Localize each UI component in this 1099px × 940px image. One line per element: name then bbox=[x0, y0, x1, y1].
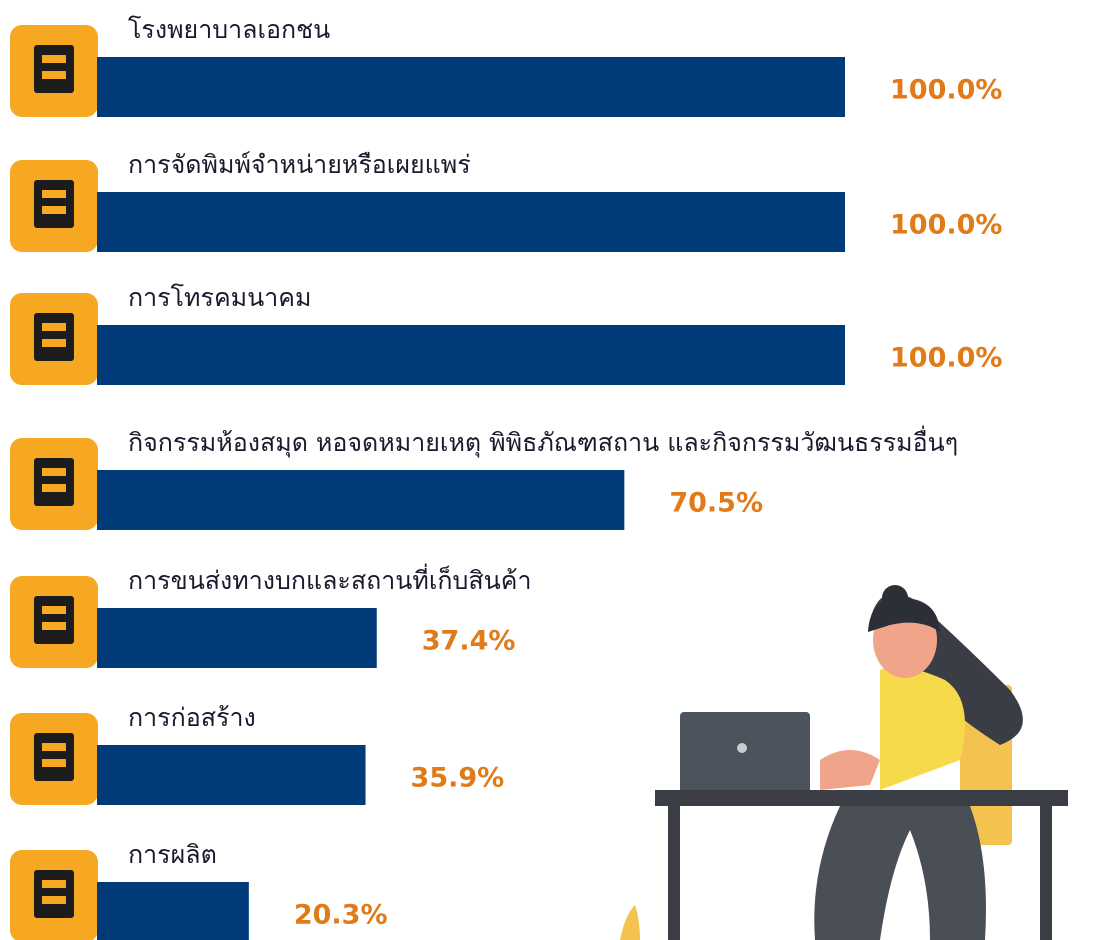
value-label: 100.0% bbox=[890, 75, 1002, 106]
category-label: โรงพยาบาลเอกชน bbox=[128, 15, 330, 44]
category-label: การผลิต bbox=[128, 840, 217, 869]
value-label: 37.4% bbox=[422, 626, 516, 657]
illustration bbox=[620, 585, 1068, 940]
icon bbox=[34, 180, 74, 228]
category-label: กิจกรรมห้องสมุด หอจดหมายเหตุ พิพิธภัณฑสถ… bbox=[128, 425, 958, 458]
bar bbox=[97, 325, 845, 385]
icon-detail bbox=[42, 339, 66, 347]
icon bbox=[34, 870, 74, 918]
bar bbox=[97, 608, 377, 668]
icon-detail bbox=[42, 55, 66, 63]
icon bbox=[34, 458, 74, 506]
icon-detail bbox=[42, 880, 66, 888]
icon bbox=[34, 313, 74, 361]
icon bbox=[34, 45, 74, 93]
icon-detail bbox=[42, 484, 66, 492]
icon-detail bbox=[42, 190, 66, 198]
value-label: 100.0% bbox=[890, 210, 1002, 241]
value-label: 70.5% bbox=[669, 488, 763, 519]
bar bbox=[97, 192, 845, 252]
icon-detail bbox=[42, 622, 66, 630]
value-label: 20.3% bbox=[294, 900, 388, 931]
bar bbox=[97, 470, 625, 530]
icon-detail bbox=[42, 743, 66, 751]
icon-detail bbox=[42, 468, 66, 476]
icon-detail bbox=[42, 759, 66, 767]
bar bbox=[97, 57, 845, 117]
value-label: 35.9% bbox=[411, 763, 505, 794]
bar bbox=[97, 745, 366, 805]
icon-detail bbox=[42, 206, 66, 214]
category-label: การก่อสร้าง bbox=[128, 703, 256, 732]
icon-detail bbox=[42, 606, 66, 614]
icon bbox=[34, 596, 74, 644]
category-label: การขนส่งทางบกและสถานที่เก็บสินค้า bbox=[128, 563, 532, 595]
category-label: การจัดพิมพ์จำหน่ายหรือเผยแพร่ bbox=[128, 150, 471, 179]
icon-detail bbox=[42, 896, 66, 904]
icon bbox=[34, 733, 74, 781]
value-label: 100.0% bbox=[890, 343, 1002, 374]
category-label: การโทรคมนาคม bbox=[128, 283, 311, 312]
bar bbox=[97, 882, 249, 940]
icon-detail bbox=[42, 323, 66, 331]
icon-detail bbox=[42, 71, 66, 79]
